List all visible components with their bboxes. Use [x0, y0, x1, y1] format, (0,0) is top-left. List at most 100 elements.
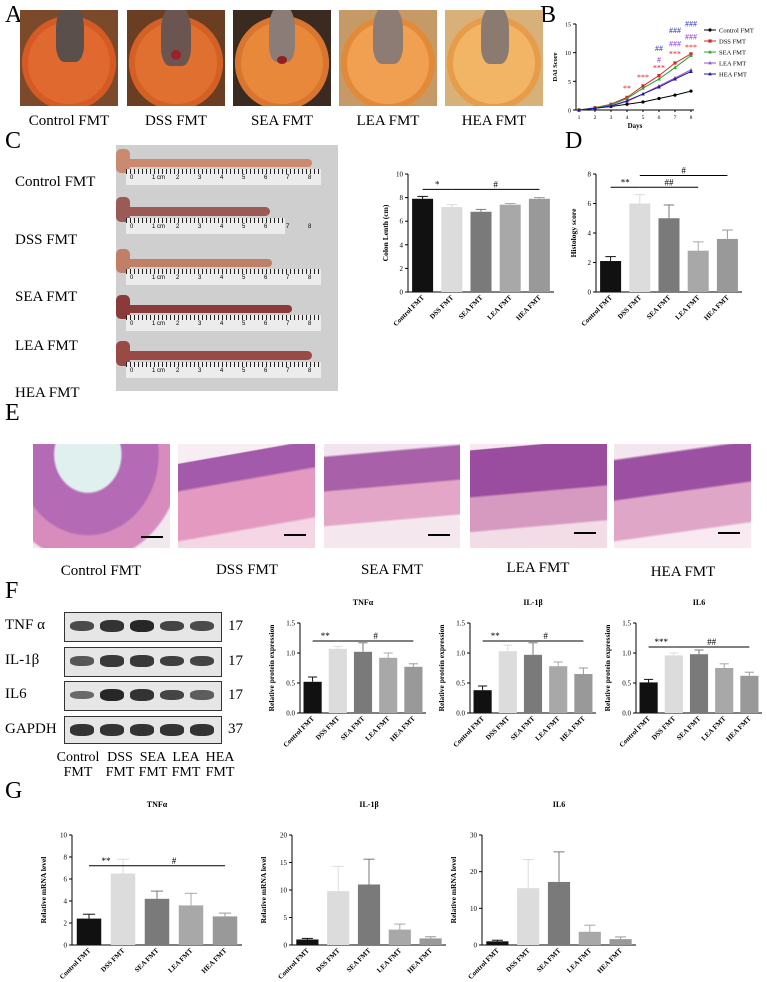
sig-label: ** — [491, 631, 501, 641]
y-tick-label: 6 — [64, 876, 68, 884]
caption-e-control: Control FMT — [60, 563, 142, 579]
x-tick-label: HEA FMT — [200, 947, 229, 976]
y-tick-label: 1.0 — [622, 650, 631, 658]
x-tick-label: 3 — [610, 115, 613, 121]
x-tick-label: 5 — [642, 115, 645, 121]
blot-band — [100, 689, 124, 701]
sig-annotation: ### — [685, 32, 697, 41]
blot-band — [190, 724, 214, 736]
ruler — [126, 362, 321, 378]
x-tick-label: SEA FMT — [509, 715, 536, 742]
ruler-number: 6 — [264, 175, 268, 181]
ruler-number: 1 cm — [152, 275, 166, 281]
wb-lane-hea: HEA FMT — [205, 750, 235, 780]
blot-il1b — [64, 647, 222, 677]
x-tick-label: SEA FMT — [535, 947, 562, 974]
sig-label: ** — [102, 856, 112, 866]
blot-band — [130, 655, 154, 667]
point — [657, 77, 661, 81]
caption-a-dss: DSS FMT — [144, 113, 208, 129]
ruler — [126, 169, 321, 185]
bar-2 — [689, 654, 709, 713]
blot-band — [190, 620, 214, 632]
ruler-number: 3 — [198, 275, 202, 281]
wb-label-gapdh: GAPDH — [5, 721, 57, 737]
x-tick-label: SEA FMT — [457, 294, 484, 321]
point — [657, 74, 661, 78]
x-tick-label: LEA FMT — [565, 947, 593, 975]
bar-2 — [658, 218, 680, 292]
blot-band — [70, 724, 94, 736]
blot-band — [70, 620, 94, 632]
bar-1 — [629, 203, 651, 292]
sig-label: # — [373, 631, 378, 641]
chart-c-colon-length: 0 2 4 6 8 10 Colon Lenth (cm) Control FMT DSS FM… — [381, 171, 554, 329]
sig-annotation: ## — [655, 44, 663, 53]
y-axis-label: DAI Score — [552, 52, 559, 81]
bar-1 — [664, 655, 683, 713]
histo-hea — [614, 444, 751, 548]
panel-label-g: G — [5, 778, 23, 804]
x-tick-label: DSS FMT — [505, 947, 532, 974]
bar-1 — [110, 873, 136, 945]
panel-label-f: F — [5, 578, 19, 604]
x-tick-label: LEA FMT — [375, 947, 403, 975]
y-tick-label: 1.5 — [286, 620, 295, 628]
y-tick-label: 15 — [565, 23, 571, 29]
ruler-number: 2 — [176, 275, 180, 281]
series-line-3 — [578, 69, 692, 111]
y-tick-label: 0.5 — [286, 680, 295, 688]
ruler-numbers: 0 1 cm 2 3 4 5 6 7 8 — [130, 275, 330, 281]
sig-annotation: ** — [623, 84, 631, 93]
y-tick-label: 4 — [64, 898, 68, 906]
point — [689, 89, 693, 93]
sig-annotation: # — [657, 55, 661, 64]
caption-e-sea: SEA FMT — [360, 562, 424, 578]
y-tick-label: 10 — [396, 171, 404, 179]
sig-annotation: ### — [685, 19, 697, 28]
bar-2 — [357, 884, 381, 945]
wb-lane-sea: SEA FMT — [138, 750, 168, 780]
x-tick-label: 2 — [594, 115, 597, 121]
bar-4 — [716, 238, 738, 292]
chart-g-il6: 0 10 20 30 Relative mRNA level IL6 Control FMT… — [449, 800, 636, 981]
point — [593, 106, 597, 110]
bar-3 — [178, 905, 204, 945]
x-tick-label: Control FMT — [580, 294, 615, 329]
y-tick-label: 0.0 — [622, 710, 631, 718]
scale-bar — [574, 532, 596, 534]
series-line-2 — [578, 55, 692, 111]
point — [641, 100, 645, 104]
cecum — [116, 341, 130, 366]
bar-0 — [303, 681, 322, 713]
ruler-number: 5 — [242, 275, 246, 281]
blot-band — [130, 724, 154, 736]
ruler-number: 4 — [220, 275, 224, 281]
ruler — [126, 218, 285, 234]
cecum — [116, 149, 130, 173]
x-tick-label: Control FMT — [392, 294, 427, 329]
y-tick-label: 1.5 — [622, 620, 631, 628]
bar-2 — [144, 898, 170, 945]
legend-label: SEA FMT — [719, 49, 746, 56]
ruler-number: 5 — [242, 175, 246, 181]
caption-a-lea: LEA FMT — [356, 113, 420, 129]
histo-lea — [470, 444, 607, 548]
bar-4 — [212, 916, 238, 945]
scale-bar — [428, 534, 450, 536]
point — [641, 86, 645, 90]
blot-band — [70, 690, 94, 700]
ruler-numbers: 0 1 cm 2 3 4 5 6 7 8 — [130, 321, 330, 327]
y-tick-label: 1.0 — [286, 650, 295, 658]
ruler-number: 2 — [176, 175, 180, 181]
ruler-number: 8 — [308, 175, 312, 181]
sig-label: ## — [707, 637, 717, 647]
y-tick-label: 20 — [470, 868, 478, 876]
y-axis-label: Colon Lenth (cm) — [381, 204, 390, 261]
bar-2 — [353, 651, 373, 713]
ruler-number: 7 — [286, 321, 290, 327]
x-tick-label: LEA FMT — [364, 715, 392, 743]
y-axis-label: Histology score — [569, 208, 578, 257]
chart-g-tnf: 0 2 4 6 8 10 Relative mRNA level TNFα Control FM… — [39, 800, 242, 981]
chart-b-dai: 0 5 10 15 1 2 3 4 5 6 7 8 Days DAI Score Control FMT DS… — [552, 19, 754, 130]
